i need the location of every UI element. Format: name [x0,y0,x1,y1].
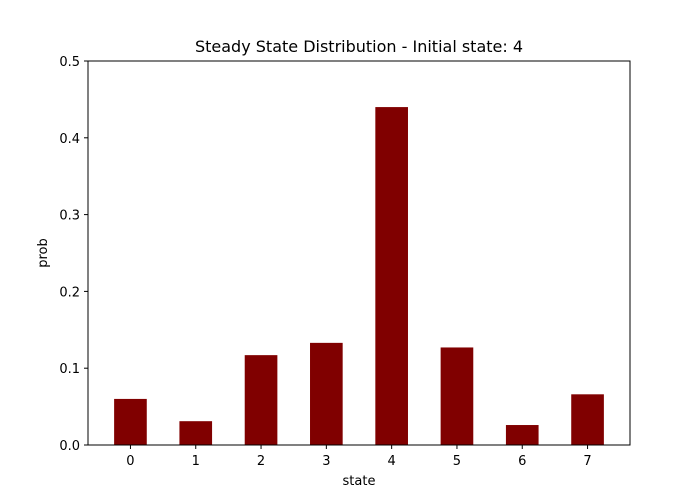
y-tick-label: 0.2 [59,285,80,300]
x-axis-label: state [343,474,376,489]
bars-layer [114,107,604,445]
bar-state-7 [571,394,604,445]
chart-title: Steady State Distribution - Initial stat… [195,37,523,56]
x-tick-label: 0 [126,454,134,469]
x-tick-label: 2 [257,454,265,469]
plot-area-frame [87,60,631,446]
bar-state-2 [244,355,278,445]
bar-state-6 [505,425,539,445]
bar-state-0 [114,398,147,445]
y-tick-label: 0.1 [59,362,80,377]
x-tick-label: 4 [388,454,396,469]
x-tick-label: 3 [322,454,330,469]
x-tick-label: 5 [453,454,461,469]
bar-state-4 [375,107,408,445]
y-tick-label: 0.5 [59,55,80,70]
ticks-layer: 0 1 2 3 4 5 6 7 0.0 0.1 0.2 0.3 0.4 0.5 [59,55,591,469]
y-tick-label: 0.0 [59,439,80,454]
bar-state-3 [310,342,343,445]
y-tick-label: 0.4 [59,132,80,147]
bar-state-1 [179,421,213,445]
x-tick-label: 1 [192,454,200,469]
x-tick-label: 6 [518,454,526,469]
y-axis-label: prob [36,238,51,268]
bar-state-5 [440,347,474,445]
y-tick-label: 0.3 [59,209,80,224]
x-tick-label: 7 [583,454,591,469]
